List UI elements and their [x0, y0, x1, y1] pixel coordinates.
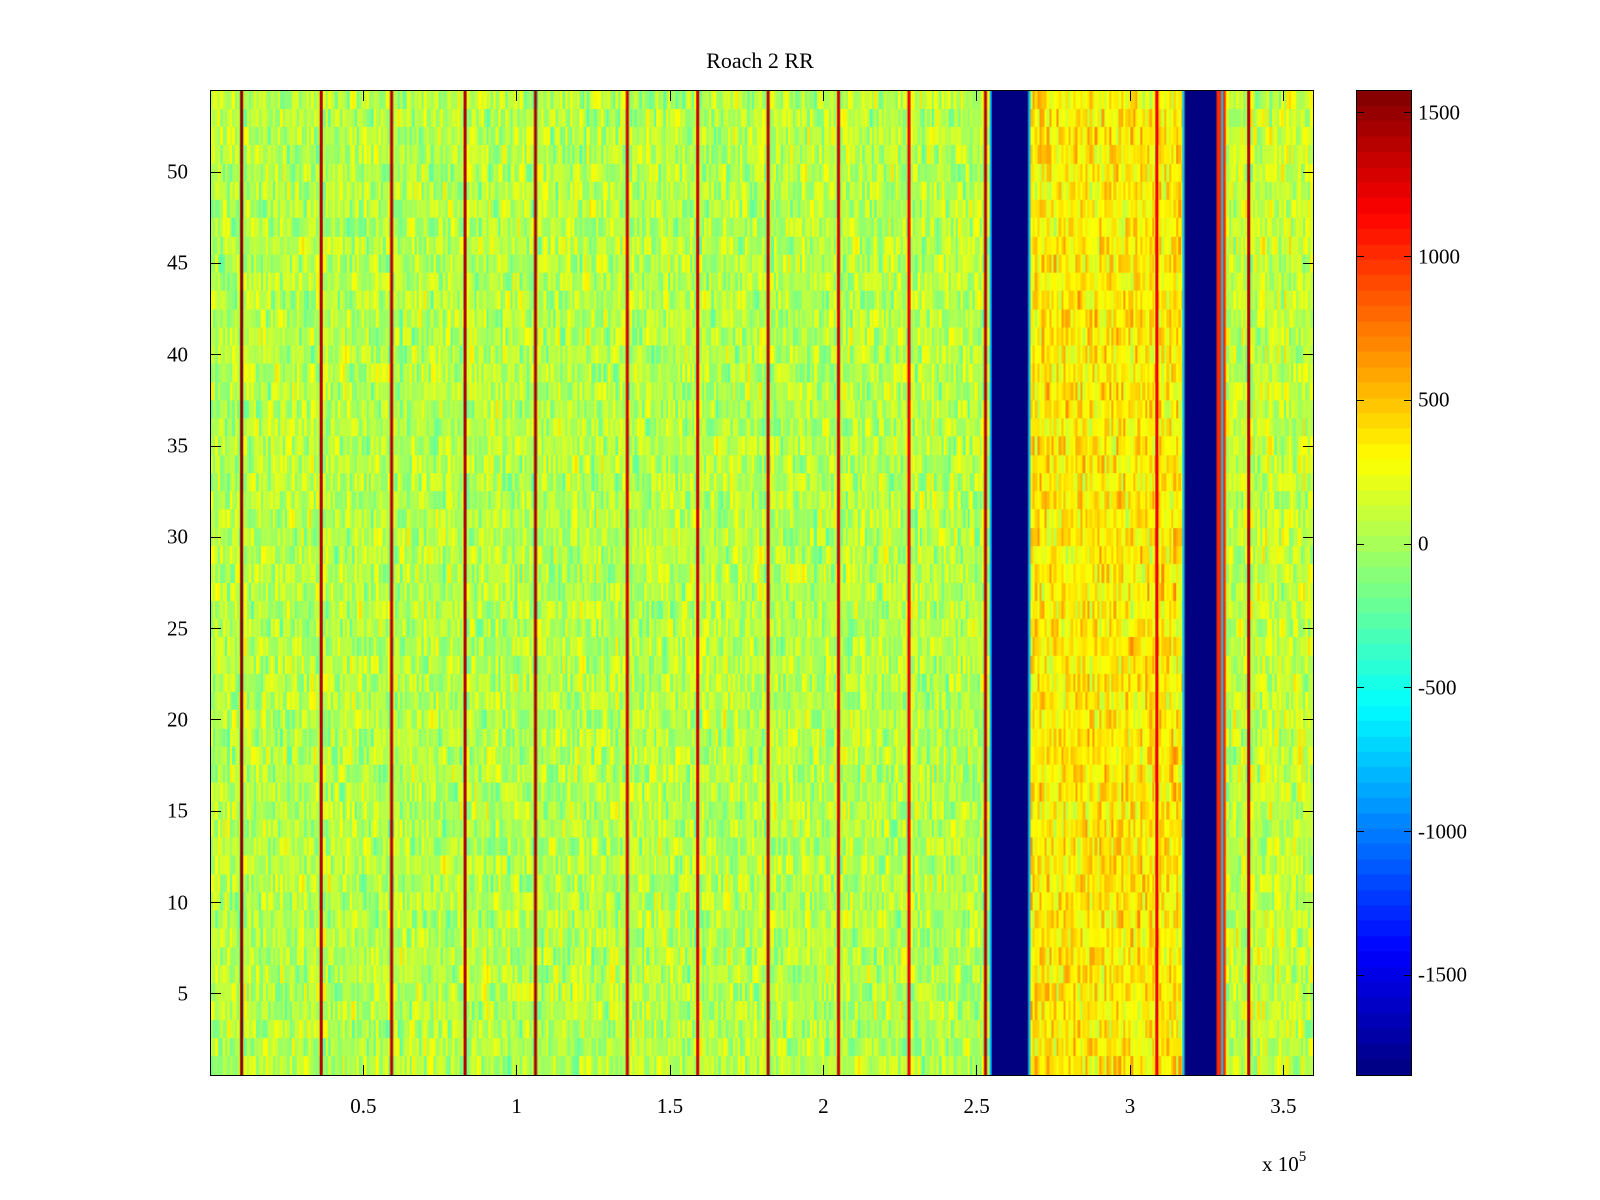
y-tick-mark [211, 628, 221, 630]
y-tick-mark [211, 171, 221, 173]
y-tick-label: 5 [177, 981, 189, 1006]
heatmap-plot-area [210, 90, 1314, 1076]
colorbar-tick-mark [1404, 256, 1411, 258]
colorbar-tick-mark [1404, 399, 1411, 401]
colorbar-tick-label: 500 [1418, 387, 1450, 412]
y-tick-mark-right [1303, 262, 1313, 264]
colorbar-tick-mark-left [1357, 543, 1364, 545]
y-tick-mark [211, 993, 221, 995]
y-tick-mark [211, 810, 221, 812]
y-tick-mark [211, 354, 221, 356]
y-tick-label: 20 [167, 707, 188, 732]
colorbar-tick-label: 0 [1418, 531, 1429, 556]
y-tick-mark-right [1303, 993, 1313, 995]
colorbar-tick-mark [1404, 543, 1411, 545]
heatmap-image [211, 91, 1313, 1075]
y-tick-mark [211, 262, 221, 264]
y-tick-mark-right [1303, 628, 1313, 630]
y-tick-label: 35 [167, 433, 188, 458]
y-tick-mark [211, 902, 221, 904]
y-tick-mark-right [1303, 171, 1313, 173]
x-exponent-base: x 10 [1262, 1152, 1299, 1176]
y-tick-label: 25 [167, 616, 188, 641]
y-tick-mark-right [1303, 354, 1313, 356]
y-tick-mark-right [1303, 902, 1313, 904]
x-tick-mark [669, 1065, 671, 1075]
y-tick-mark-right [1303, 536, 1313, 538]
colorbar-tick-mark [1404, 112, 1411, 114]
x-tick-mark-top [669, 91, 671, 101]
x-tick-mark-top [822, 91, 824, 101]
colorbar-tick-mark-left [1357, 687, 1364, 689]
y-tick-label: 50 [167, 159, 188, 184]
colorbar-tick-mark [1404, 687, 1411, 689]
x-exponent-power: 5 [1298, 1149, 1307, 1165]
colorbar-tick-mark [1404, 831, 1411, 833]
y-tick-mark-right [1303, 719, 1313, 721]
colorbar-tick-mark-left [1357, 399, 1364, 401]
colorbar [1356, 90, 1412, 1076]
x-tick-mark [1282, 1065, 1284, 1075]
y-tick-mark [211, 719, 221, 721]
x-tick-label: 2.5 [963, 1094, 990, 1118]
x-tick-mark [1129, 1065, 1131, 1075]
colorbar-tick-mark [1404, 974, 1411, 976]
x-tick-label: 3 [1124, 1094, 1136, 1118]
y-tick-label: 15 [167, 798, 188, 823]
x-tick-label: 2 [818, 1094, 829, 1118]
colorbar-tick-mark-left [1357, 974, 1364, 976]
chart-title: Roach 2 RR [706, 48, 814, 73]
y-tick-label: 40 [167, 342, 188, 367]
x-tick-mark [516, 1065, 518, 1075]
colorbar-tick-label: 1500 [1418, 100, 1460, 125]
colorbar-tick-mark-left [1357, 256, 1364, 258]
x-tick-label: 3.5 [1270, 1094, 1297, 1118]
y-tick-mark-right [1303, 810, 1313, 812]
x-tick-label: 1.5 [656, 1094, 684, 1118]
colorbar-tick-mark-left [1357, 831, 1364, 833]
x-tick-mark [976, 1065, 978, 1075]
colorbar-gradient [1357, 91, 1411, 1075]
colorbar-tick-label: -1000 [1418, 819, 1467, 844]
y-tick-label: 30 [167, 524, 188, 549]
y-tick-mark [211, 445, 221, 447]
x-tick-label: 1 [511, 1094, 522, 1118]
x-tick-mark [822, 1065, 824, 1075]
x-tick-mark [362, 1065, 364, 1075]
colorbar-tick-label: 1000 [1418, 244, 1460, 269]
x-tick-mark-top [1129, 91, 1131, 101]
x-tick-mark-top [1282, 91, 1284, 101]
colorbar-tick-label: -1500 [1418, 962, 1467, 987]
y-tick-label: 45 [167, 250, 188, 275]
colorbar-tick-label: -500 [1418, 675, 1457, 700]
y-tick-mark [211, 536, 221, 538]
y-tick-mark-right [1303, 445, 1313, 447]
x-tick-mark-top [976, 91, 978, 101]
x-tick-mark-top [516, 91, 518, 101]
colorbar-tick-mark-left [1357, 112, 1364, 114]
x-tick-label: 0.5 [350, 1094, 377, 1118]
x-axis-exponent: x 105 [1262, 1149, 1307, 1177]
y-tick-label: 10 [167, 890, 188, 915]
x-tick-mark-top [362, 91, 364, 101]
